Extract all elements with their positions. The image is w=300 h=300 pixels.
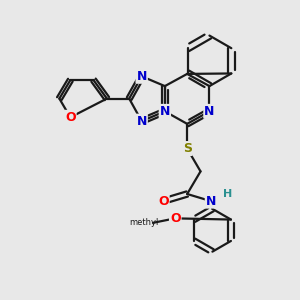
Text: N: N	[136, 70, 147, 83]
Text: O: O	[65, 111, 76, 124]
Text: O: O	[158, 195, 169, 208]
Text: O: O	[170, 212, 181, 225]
Text: N: N	[204, 105, 214, 118]
Text: N: N	[136, 115, 147, 128]
Text: S: S	[183, 142, 192, 155]
Text: N: N	[206, 195, 216, 208]
Text: H: H	[223, 189, 232, 199]
Text: N: N	[160, 105, 170, 118]
Text: methyl: methyl	[129, 218, 159, 227]
